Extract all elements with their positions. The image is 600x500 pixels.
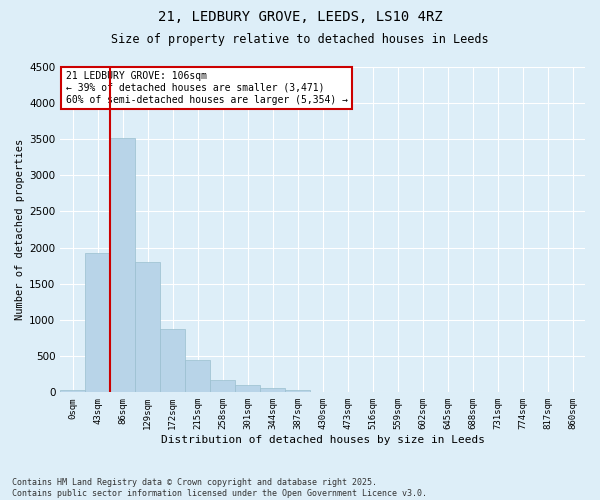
Bar xyxy=(235,385,260,392)
Y-axis label: Number of detached properties: Number of detached properties xyxy=(15,139,25,320)
Bar xyxy=(260,388,285,392)
Text: Contains HM Land Registry data © Crown copyright and database right 2025.
Contai: Contains HM Land Registry data © Crown c… xyxy=(12,478,427,498)
Bar xyxy=(210,380,235,392)
Bar xyxy=(285,390,310,392)
Text: 21, LEDBURY GROVE, LEEDS, LS10 4RZ: 21, LEDBURY GROVE, LEEDS, LS10 4RZ xyxy=(158,10,442,24)
Text: 21 LEDBURY GROVE: 106sqm
← 39% of detached houses are smaller (3,471)
60% of sem: 21 LEDBURY GROVE: 106sqm ← 39% of detach… xyxy=(65,72,347,104)
Bar xyxy=(110,138,135,392)
Bar xyxy=(160,330,185,392)
Bar xyxy=(135,262,160,392)
Bar xyxy=(85,252,110,392)
Bar xyxy=(60,390,85,392)
Bar xyxy=(185,360,210,392)
X-axis label: Distribution of detached houses by size in Leeds: Distribution of detached houses by size … xyxy=(161,435,485,445)
Text: Size of property relative to detached houses in Leeds: Size of property relative to detached ho… xyxy=(111,32,489,46)
